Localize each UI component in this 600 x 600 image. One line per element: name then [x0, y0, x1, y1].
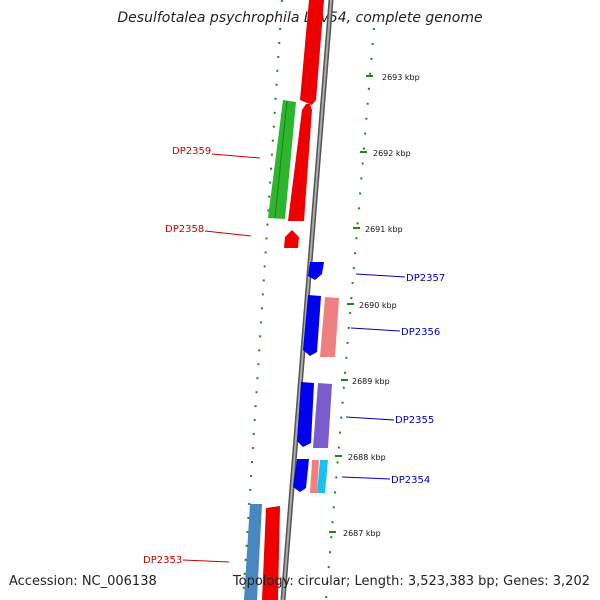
- cds-feature: [288, 104, 312, 221]
- scale-ticks: [329, 75, 373, 533]
- gene-label: DP2353: [143, 555, 182, 566]
- scale-tick: [360, 151, 367, 153]
- cds-feature: [313, 383, 332, 448]
- cds-feature: [297, 382, 314, 447]
- cds-feature: [244, 504, 262, 600]
- accession-text: Accession: NC_006138: [9, 574, 157, 589]
- cds-feature: [317, 460, 328, 493]
- scale-tick: [353, 227, 360, 229]
- scale-label: 2693 kbp: [382, 73, 420, 82]
- cds-feature: [308, 262, 324, 280]
- scale-label: 2690 kbp: [359, 301, 397, 310]
- scale-tick: [329, 531, 336, 533]
- cds-feature: [284, 230, 299, 248]
- scale-label: 2692 kbp: [373, 149, 411, 158]
- scale-label: 2689 kbp: [352, 377, 390, 386]
- cds-feature: [262, 506, 280, 600]
- scale-tick: [341, 379, 348, 381]
- genome-summary-text: Topology: circular; Length: 3,523,383 bp…: [232, 574, 590, 589]
- forward-strand-features: [244, 0, 324, 600]
- map-title: Desulfotalea psychrophila LSv54, complet…: [117, 10, 483, 26]
- gene-label: DP2358: [165, 224, 204, 235]
- cds-feature: [310, 460, 319, 493]
- gene-label: DP2359: [172, 146, 211, 157]
- cds-feature: [300, 0, 324, 105]
- scale-labels: 2693 kbp 2692 kbp 2691 kbp 2690 kbp 2689…: [343, 73, 420, 538]
- scale-label: 2687 kbp: [343, 529, 381, 538]
- cds-feature: [303, 295, 321, 356]
- scale-tick: [335, 455, 342, 457]
- gene-labels: DP2359 DP2358 DP2357 DP2356 DP2355 DP235…: [143, 146, 445, 566]
- cds-feature: [268, 100, 296, 219]
- cds-feature: [320, 297, 339, 357]
- reverse-strand-features: [293, 262, 339, 493]
- gene-label: DP2354: [391, 475, 430, 486]
- gene-label: DP2356: [401, 327, 440, 338]
- gene-label: DP2357: [406, 273, 445, 284]
- scale-tick: [347, 303, 354, 305]
- scale-label: 2688 kbp: [348, 453, 386, 462]
- cds-feature: [293, 459, 309, 492]
- gene-label: DP2355: [395, 415, 434, 426]
- scale-tick: [366, 75, 373, 77]
- label-leaders: [182, 153, 406, 563]
- genome-backbone: [280, 0, 334, 600]
- scale-label: 2691 kbp: [365, 225, 403, 234]
